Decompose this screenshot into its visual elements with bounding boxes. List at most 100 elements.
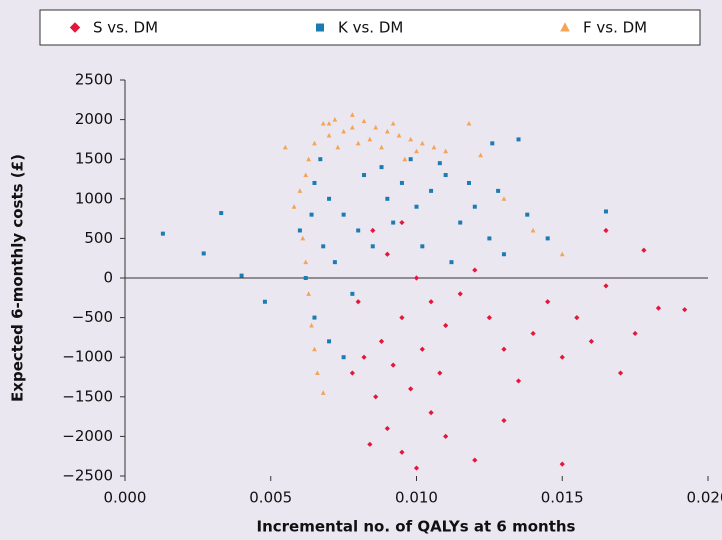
point bbox=[515, 378, 522, 384]
point bbox=[516, 137, 521, 142]
point bbox=[574, 315, 580, 321]
point bbox=[297, 228, 302, 233]
point bbox=[402, 156, 408, 162]
point bbox=[321, 244, 326, 249]
point bbox=[490, 141, 495, 146]
point bbox=[419, 346, 425, 352]
point bbox=[545, 299, 551, 305]
point bbox=[312, 346, 317, 352]
point bbox=[501, 196, 507, 201]
point bbox=[530, 330, 536, 337]
point bbox=[320, 390, 326, 395]
x-tick-label: 0.020 bbox=[687, 489, 722, 507]
point bbox=[312, 180, 317, 185]
point bbox=[466, 120, 472, 126]
point bbox=[437, 161, 442, 166]
point bbox=[335, 144, 341, 150]
point bbox=[306, 156, 312, 162]
point bbox=[349, 112, 355, 117]
point bbox=[472, 204, 477, 209]
point bbox=[413, 465, 420, 471]
point bbox=[530, 227, 536, 233]
point bbox=[361, 118, 367, 124]
point bbox=[262, 299, 267, 304]
y-axis-title: Expected 6-monthly costs (£) bbox=[9, 154, 27, 402]
point bbox=[309, 322, 314, 328]
point bbox=[373, 394, 379, 400]
point bbox=[327, 196, 332, 201]
point bbox=[160, 231, 165, 236]
point bbox=[341, 355, 346, 360]
legend-box bbox=[39, 9, 701, 46]
point bbox=[384, 251, 390, 257]
point bbox=[385, 196, 390, 201]
point bbox=[603, 227, 609, 234]
point bbox=[413, 275, 420, 281]
point bbox=[379, 144, 384, 150]
point bbox=[239, 273, 244, 278]
point bbox=[431, 144, 437, 150]
legend-label: K vs. DM bbox=[338, 19, 403, 37]
point bbox=[617, 370, 624, 376]
point bbox=[443, 433, 449, 439]
point bbox=[367, 441, 373, 447]
y-tick-label: −500 bbox=[72, 308, 113, 326]
point bbox=[443, 148, 449, 154]
point bbox=[312, 140, 317, 146]
legend-marker bbox=[560, 22, 570, 32]
point bbox=[370, 244, 375, 249]
point bbox=[219, 211, 224, 216]
point bbox=[408, 157, 413, 162]
y-tick-label: 1000 bbox=[75, 189, 113, 207]
point bbox=[428, 299, 434, 305]
point bbox=[349, 124, 355, 130]
point bbox=[478, 152, 484, 158]
point bbox=[486, 315, 492, 321]
point bbox=[603, 283, 609, 289]
point bbox=[419, 140, 425, 146]
point bbox=[466, 180, 471, 185]
point bbox=[457, 291, 463, 297]
point bbox=[341, 212, 346, 217]
x-axis-title: Incremental no. of QALYs at 6 months bbox=[257, 518, 576, 536]
legend-label: F vs. DM bbox=[583, 19, 647, 37]
point bbox=[332, 117, 338, 122]
point bbox=[314, 370, 320, 376]
point bbox=[384, 425, 390, 432]
point bbox=[320, 120, 326, 126]
point bbox=[303, 276, 308, 280]
point bbox=[362, 173, 367, 178]
point bbox=[384, 128, 390, 134]
point bbox=[356, 228, 361, 233]
point bbox=[300, 235, 306, 241]
point bbox=[355, 140, 361, 146]
point bbox=[367, 136, 373, 142]
point bbox=[309, 212, 314, 217]
point bbox=[396, 132, 402, 138]
point bbox=[378, 338, 385, 344]
point bbox=[449, 260, 454, 265]
y-tick-label: 2500 bbox=[75, 71, 113, 89]
point bbox=[443, 173, 448, 178]
point bbox=[487, 236, 492, 241]
point bbox=[350, 291, 355, 296]
point bbox=[370, 227, 376, 234]
point bbox=[458, 220, 463, 225]
point bbox=[559, 461, 565, 467]
point bbox=[201, 251, 206, 256]
point bbox=[399, 449, 405, 455]
point bbox=[282, 144, 288, 150]
x-tick-label: 0.000 bbox=[104, 489, 147, 507]
point bbox=[429, 188, 434, 193]
point bbox=[501, 417, 507, 424]
point bbox=[379, 165, 384, 170]
point bbox=[655, 305, 662, 311]
point bbox=[420, 244, 425, 249]
point bbox=[472, 267, 478, 273]
point bbox=[641, 247, 647, 253]
y-tick-label: 2000 bbox=[75, 110, 113, 128]
legend-marker bbox=[316, 23, 324, 32]
x-tick-label: 0.010 bbox=[395, 489, 438, 507]
x-tick-label: 0.005 bbox=[249, 489, 292, 507]
